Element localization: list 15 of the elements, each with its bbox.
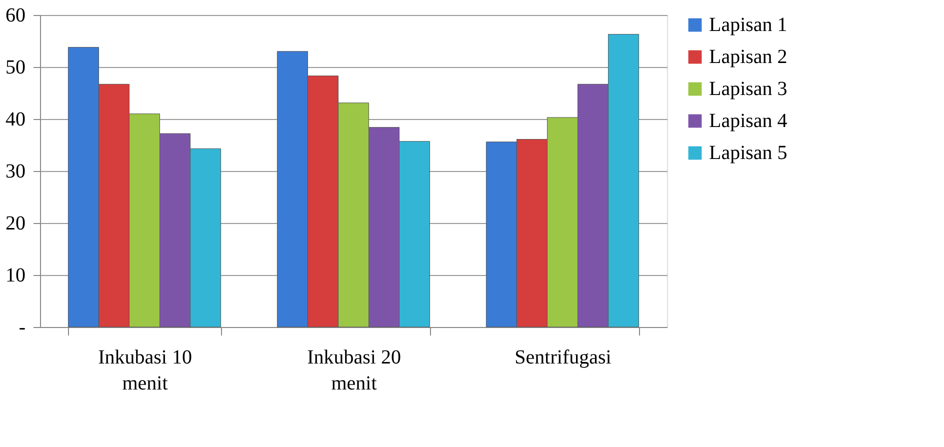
y-tick-label: 60 xyxy=(6,4,26,26)
x-tick-label: Inkubasi 20 menit xyxy=(307,346,401,394)
x-tick-label: Inkubasi 10 menit xyxy=(98,346,192,394)
legend-label: Lapisan 5 xyxy=(709,142,788,164)
x-tick-label: Sentrifugasi xyxy=(514,346,612,368)
y-tick-label: - xyxy=(18,316,26,338)
y-tick-label: 50 xyxy=(6,56,26,78)
legend-label: Lapisan 4 xyxy=(709,110,788,132)
legend-label: Lapisan 3 xyxy=(709,78,788,100)
y-tick-label: 30 xyxy=(6,160,26,182)
legend-label: Lapisan 2 xyxy=(709,46,788,68)
y-tick-label: 10 xyxy=(6,264,26,286)
legend-label: Lapisan 1 xyxy=(709,14,788,36)
y-tick-label: 40 xyxy=(6,108,26,130)
y-tick-label: 20 xyxy=(6,212,26,234)
